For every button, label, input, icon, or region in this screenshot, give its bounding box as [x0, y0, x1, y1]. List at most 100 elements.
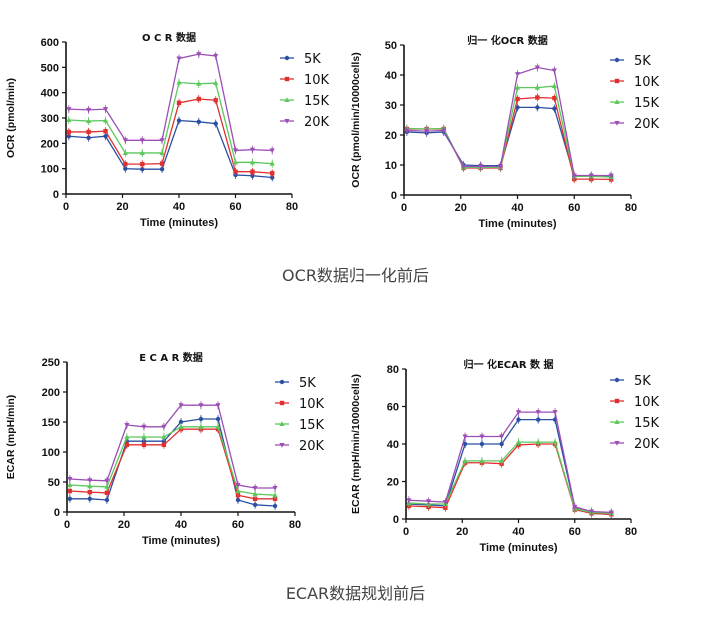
data-point-20K [425, 499, 432, 504]
data-point-5K [515, 105, 520, 110]
series-line-5K [408, 418, 612, 515]
data-point-5K [215, 416, 221, 422]
legend-marker-15K [279, 421, 285, 426]
data-point-10K [252, 496, 258, 501]
y-tick-label: 200 [41, 138, 59, 150]
ecar-caption: ECAR数据规划前后 [285, 584, 426, 603]
data-point-10K [86, 129, 91, 135]
legend-label-5K: 5K [634, 54, 651, 69]
data-point-10K [103, 128, 108, 134]
data-point-20K [178, 403, 184, 408]
data-point-15K [252, 491, 258, 496]
legend-label-20K: 20K [299, 439, 325, 454]
data-point-20K [269, 148, 275, 154]
data-point-5K [104, 497, 110, 503]
data-point-10K [196, 96, 201, 102]
data-point-10K [161, 442, 167, 447]
data-point-5K [516, 417, 521, 422]
data-point-20K [462, 434, 468, 440]
data-point-20K [424, 129, 430, 134]
y-tick-label: 30 [385, 100, 397, 112]
data-point-15K [104, 484, 110, 489]
data-point-20K [124, 423, 130, 428]
y-tick-label: 100 [41, 164, 59, 176]
legend-label-15K: 15K [634, 416, 660, 431]
legend-marker-10K [614, 398, 620, 404]
data-point-5K [535, 417, 541, 422]
x-tick-label: 80 [625, 526, 637, 538]
legend-label-5K: 5K [299, 376, 316, 391]
legend-marker-5K [614, 57, 620, 63]
data-point-5K [66, 134, 72, 139]
ocr-normalized-chart: 0 10 20 30 40 50 0 20 40 60 80 归一 化OCR 数据 Time (minu… [350, 35, 660, 230]
data-point-5K [87, 496, 93, 501]
legend-marker-10K [284, 76, 290, 82]
data-point-15K [198, 424, 204, 429]
data-point-10K [515, 96, 520, 102]
data-point-15K [66, 117, 72, 123]
y-tick-label: 50 [48, 477, 60, 489]
data-point-15K [535, 439, 541, 445]
data-point-10K [233, 169, 238, 174]
data-point-5K [535, 105, 540, 110]
legend-marker-15K [614, 99, 620, 104]
y-axis-label: ECAR (mpH/min/10000cells) [350, 374, 362, 514]
series-line-5K [68, 119, 273, 179]
legend-label-15K: 15K [299, 418, 325, 433]
data-point-20K [460, 164, 467, 170]
data-point-20K [87, 478, 93, 483]
data-point-5K [86, 135, 91, 140]
ocr-raw-chart: 0 100 200 300 400 500 600 0 20 40 60 80 O C R 数据 Time… [5, 31, 330, 229]
series-line-10K [69, 428, 276, 500]
data-point-20K [104, 478, 110, 484]
ecar-raw-chart: 0 50 100 150 200 250 0 20 40 60 80 E C A R 数据 Time (… [5, 351, 325, 547]
data-point-5K [250, 173, 255, 178]
data-point-20K [232, 148, 239, 154]
x-tick-label: 20 [118, 519, 130, 531]
x-tick-label: 0 [401, 202, 407, 214]
data-point-20K [478, 164, 484, 170]
series-line-15K [69, 426, 276, 496]
y-tick-label: 0 [393, 514, 399, 526]
data-point-20K [141, 424, 147, 430]
data-point-20K [572, 504, 578, 510]
legend-label-15K: 15K [304, 94, 330, 109]
y-tick-label: 40 [385, 70, 397, 82]
data-point-15K [176, 79, 182, 85]
data-point-15K [67, 482, 73, 487]
legend-marker-15K [614, 419, 620, 424]
data-point-20K [235, 483, 241, 488]
data-point-10K [87, 490, 92, 495]
x-tick-label: 0 [403, 526, 409, 538]
data-point-15K [552, 439, 558, 445]
y-tick-label: 300 [41, 113, 59, 125]
legend-label-10K: 10K [634, 395, 660, 410]
x-axis-label: Time (minutes) [478, 218, 556, 230]
data-point-15K [499, 458, 505, 463]
data-point-20K [176, 56, 182, 62]
data-point-20K [215, 403, 221, 408]
data-point-20K [608, 173, 614, 179]
series-line-15K [408, 441, 612, 515]
data-point-15K [534, 84, 540, 90]
data-point-20K [608, 510, 614, 516]
series-line-15K [406, 85, 612, 178]
data-point-20K [571, 173, 577, 179]
legend-label-15K: 15K [634, 96, 660, 111]
y-tick-label: 60 [387, 402, 399, 414]
data-point-5K [67, 496, 73, 501]
data-point-10K [104, 490, 110, 495]
data-point-15K [235, 488, 241, 493]
x-tick-label: 80 [289, 519, 301, 531]
y-tick-label: 80 [387, 364, 399, 376]
data-point-5K [479, 441, 485, 447]
data-point-5K [462, 441, 468, 447]
data-point-10K [141, 442, 147, 447]
x-tick-label: 20 [456, 526, 468, 538]
data-point-15K [102, 117, 109, 123]
data-point-20K [441, 128, 447, 134]
series-line-20K [69, 404, 276, 489]
legend-label-10K: 10K [299, 397, 325, 412]
data-point-15K [514, 84, 521, 90]
data-point-10K [535, 95, 540, 100]
